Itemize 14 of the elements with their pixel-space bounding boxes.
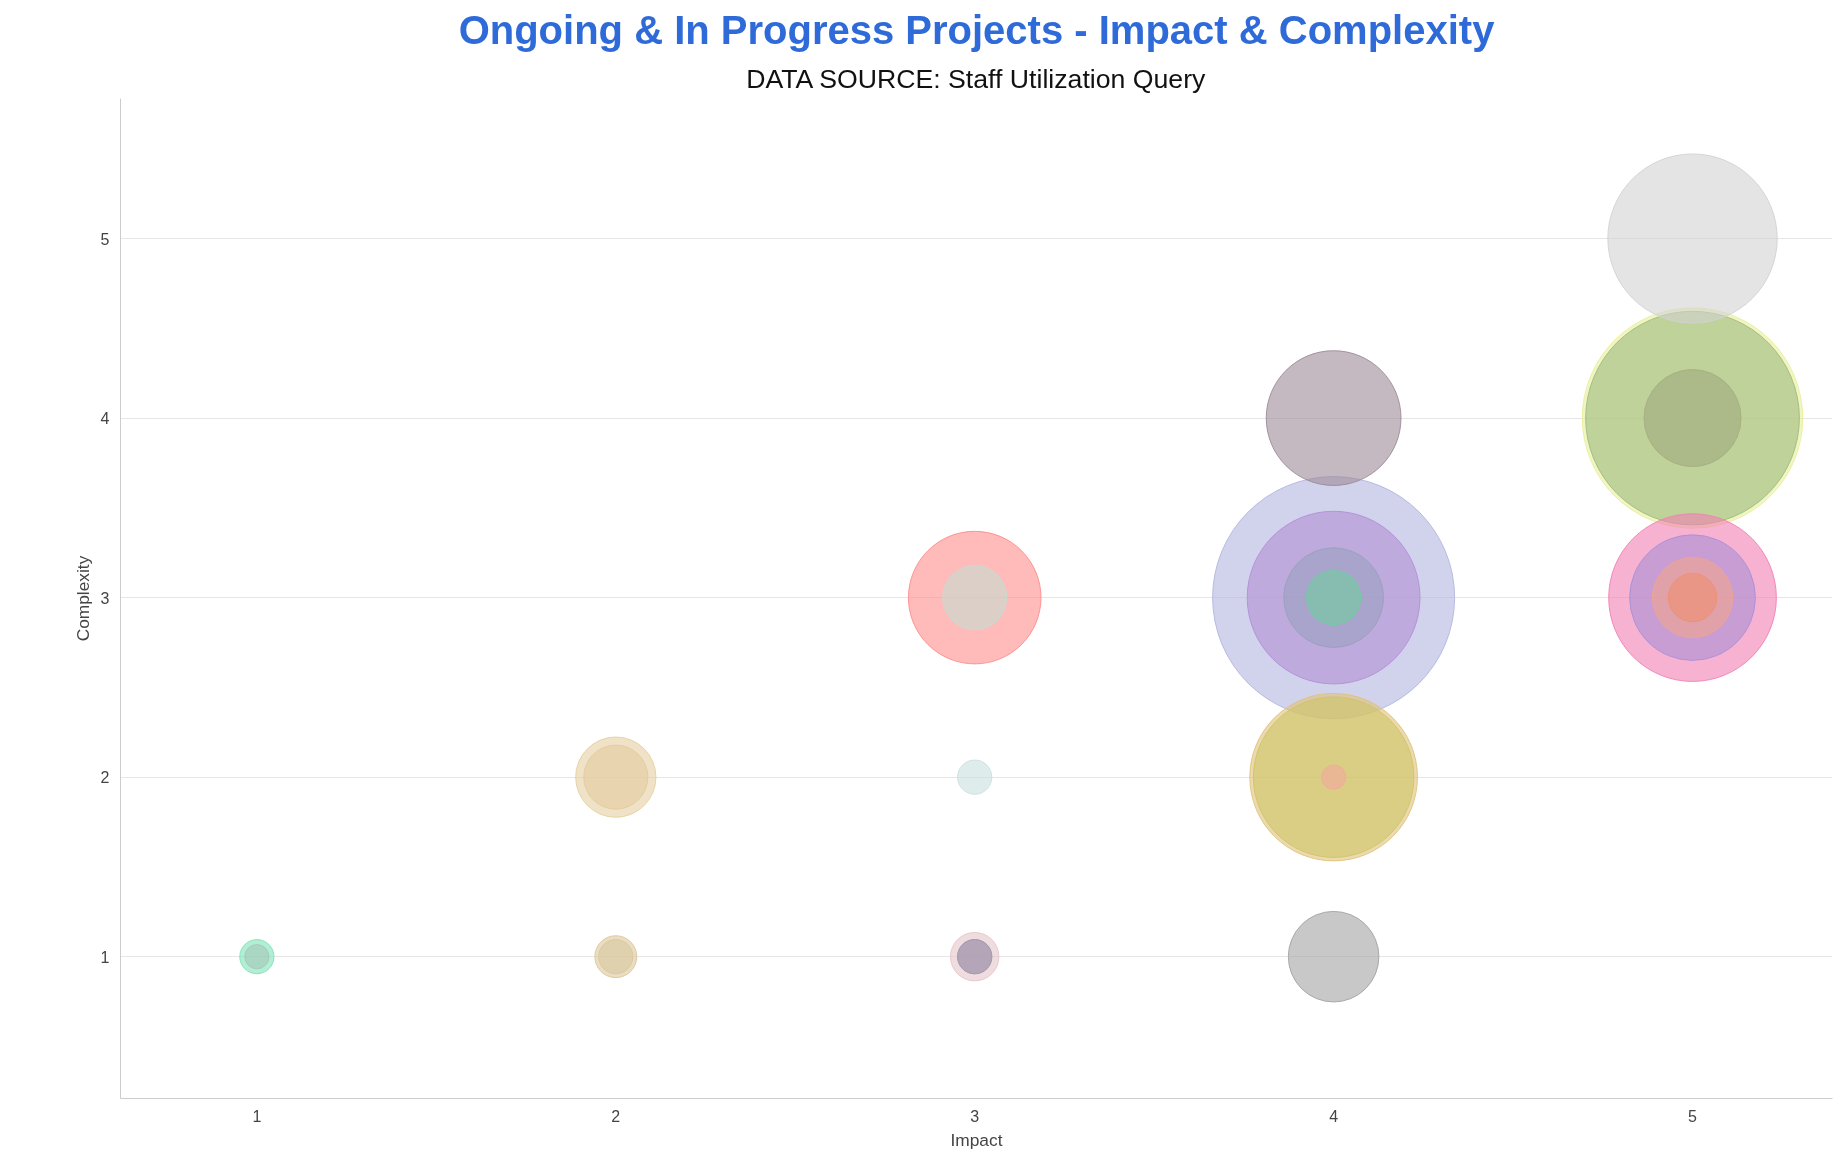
x-tick-label: 4	[1329, 1107, 1339, 1125]
x-tick-label: 1	[252, 1107, 262, 1125]
chart-title: Ongoing & In Progress Projects - Impact & Complexity	[458, 7, 1496, 52]
y-tick-label: 4	[100, 410, 110, 428]
y-axis-title: Complexity	[72, 555, 93, 642]
x-axis-title: Impact	[950, 1129, 1003, 1150]
y-tick-label: 5	[100, 230, 110, 248]
x-tick-label: 2	[611, 1107, 621, 1125]
x-tick-label: 5	[1688, 1107, 1698, 1125]
y-tick-label: 3	[100, 589, 110, 607]
y-tick-label: 1	[100, 948, 110, 966]
x-tick-label: 3	[970, 1107, 980, 1125]
y-tick-label: 2	[100, 769, 110, 787]
chart-subtitle: DATA SOURCE: Staff Utilization Query	[746, 63, 1207, 94]
